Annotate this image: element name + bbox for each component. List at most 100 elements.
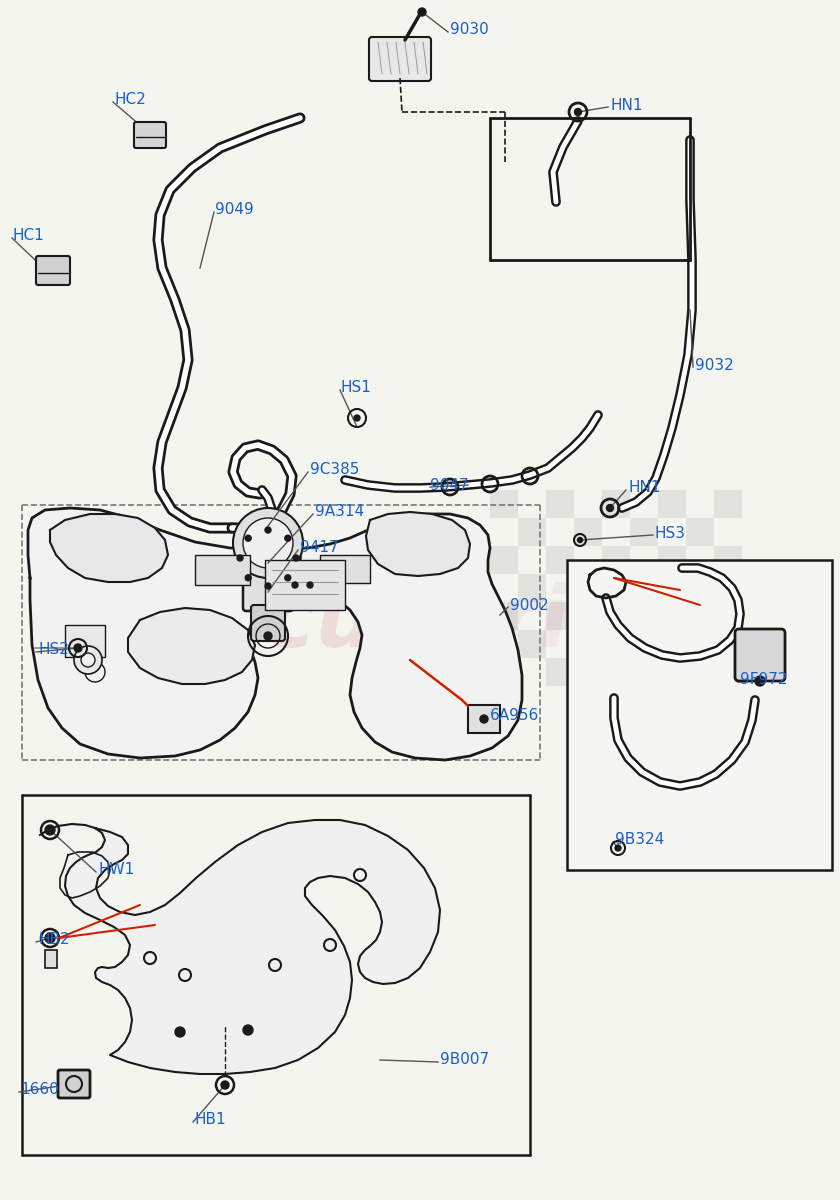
Bar [574, 518, 602, 546]
Polygon shape [28, 508, 522, 760]
FancyBboxPatch shape [369, 37, 431, 80]
Bar [602, 630, 630, 658]
Circle shape [245, 575, 251, 581]
Text: HS3: HS3 [655, 526, 686, 540]
Bar [546, 546, 574, 574]
Text: HB2: HB2 [38, 932, 70, 948]
Bar [574, 602, 602, 630]
Bar [490, 574, 518, 602]
Bar [658, 546, 686, 574]
Text: 9032: 9032 [695, 358, 734, 372]
Bar [265, 560, 345, 610]
Bar [546, 490, 574, 518]
Text: 9047: 9047 [430, 478, 469, 492]
Circle shape [578, 538, 582, 542]
Bar [658, 490, 686, 518]
Circle shape [81, 653, 95, 667]
Bar [630, 546, 658, 574]
Bar [658, 602, 686, 630]
Bar [714, 490, 742, 518]
Bar [574, 490, 602, 518]
Circle shape [265, 583, 271, 589]
Bar [630, 574, 658, 602]
Bar [714, 658, 742, 686]
Bar [546, 574, 574, 602]
Bar [518, 518, 546, 546]
Bar [714, 546, 742, 574]
Circle shape [285, 575, 291, 581]
Bar [574, 574, 602, 602]
Bar [490, 602, 518, 630]
Polygon shape [50, 514, 168, 582]
Text: 9A314: 9A314 [315, 504, 364, 520]
Bar [574, 658, 602, 686]
Text: 6A956: 6A956 [490, 708, 539, 722]
Bar [658, 630, 686, 658]
Circle shape [285, 535, 291, 541]
Circle shape [233, 508, 303, 578]
Bar [490, 630, 518, 658]
Bar [490, 658, 518, 686]
Bar [658, 574, 686, 602]
Bar [546, 518, 574, 546]
Bar [546, 658, 574, 686]
Circle shape [418, 8, 426, 16]
Circle shape [243, 1025, 253, 1034]
FancyBboxPatch shape [36, 256, 70, 284]
Polygon shape [128, 608, 255, 684]
Text: 9049: 9049 [215, 203, 254, 217]
Bar [468, 704, 500, 733]
Circle shape [307, 582, 313, 588]
Text: HC2: HC2 [115, 92, 147, 108]
Bar [518, 602, 546, 630]
Text: HW1: HW1 [98, 863, 134, 877]
Bar [630, 658, 658, 686]
Bar [546, 602, 574, 630]
Bar [490, 546, 518, 574]
Circle shape [354, 415, 360, 421]
Circle shape [606, 504, 613, 511]
Bar [490, 490, 518, 518]
Circle shape [237, 554, 243, 560]
Bar [686, 490, 714, 518]
Circle shape [755, 676, 765, 686]
FancyBboxPatch shape [251, 605, 285, 641]
Bar [714, 630, 742, 658]
Bar [602, 658, 630, 686]
Bar [490, 518, 518, 546]
Bar [45, 950, 57, 968]
Text: HS1: HS1 [340, 380, 371, 396]
Text: 9B324: 9B324 [615, 833, 664, 847]
Circle shape [480, 715, 488, 722]
Bar [195, 554, 250, 584]
Circle shape [46, 826, 54, 834]
Bar [686, 574, 714, 602]
Bar [630, 518, 658, 546]
Bar [714, 574, 742, 602]
Bar [518, 546, 546, 574]
Text: 9417: 9417 [300, 540, 339, 556]
Bar [714, 602, 742, 630]
Bar [630, 602, 658, 630]
Circle shape [221, 1081, 229, 1090]
Circle shape [264, 632, 272, 640]
Text: HN1: HN1 [610, 97, 643, 113]
Bar [602, 602, 630, 630]
Bar [574, 630, 602, 658]
Text: 9002: 9002 [510, 598, 549, 612]
Bar [686, 546, 714, 574]
Text: 9B007: 9B007 [440, 1052, 489, 1068]
Circle shape [293, 554, 299, 560]
Bar [658, 518, 686, 546]
Bar [658, 658, 686, 686]
Circle shape [245, 535, 251, 541]
Circle shape [575, 108, 581, 115]
Bar [602, 546, 630, 574]
Bar [602, 574, 630, 602]
Text: 1660: 1660 [20, 1082, 59, 1098]
Circle shape [615, 845, 621, 851]
Text: HN1: HN1 [628, 480, 660, 496]
Text: scuderia: scuderia [213, 582, 627, 666]
Circle shape [243, 518, 293, 568]
Circle shape [175, 1027, 185, 1037]
